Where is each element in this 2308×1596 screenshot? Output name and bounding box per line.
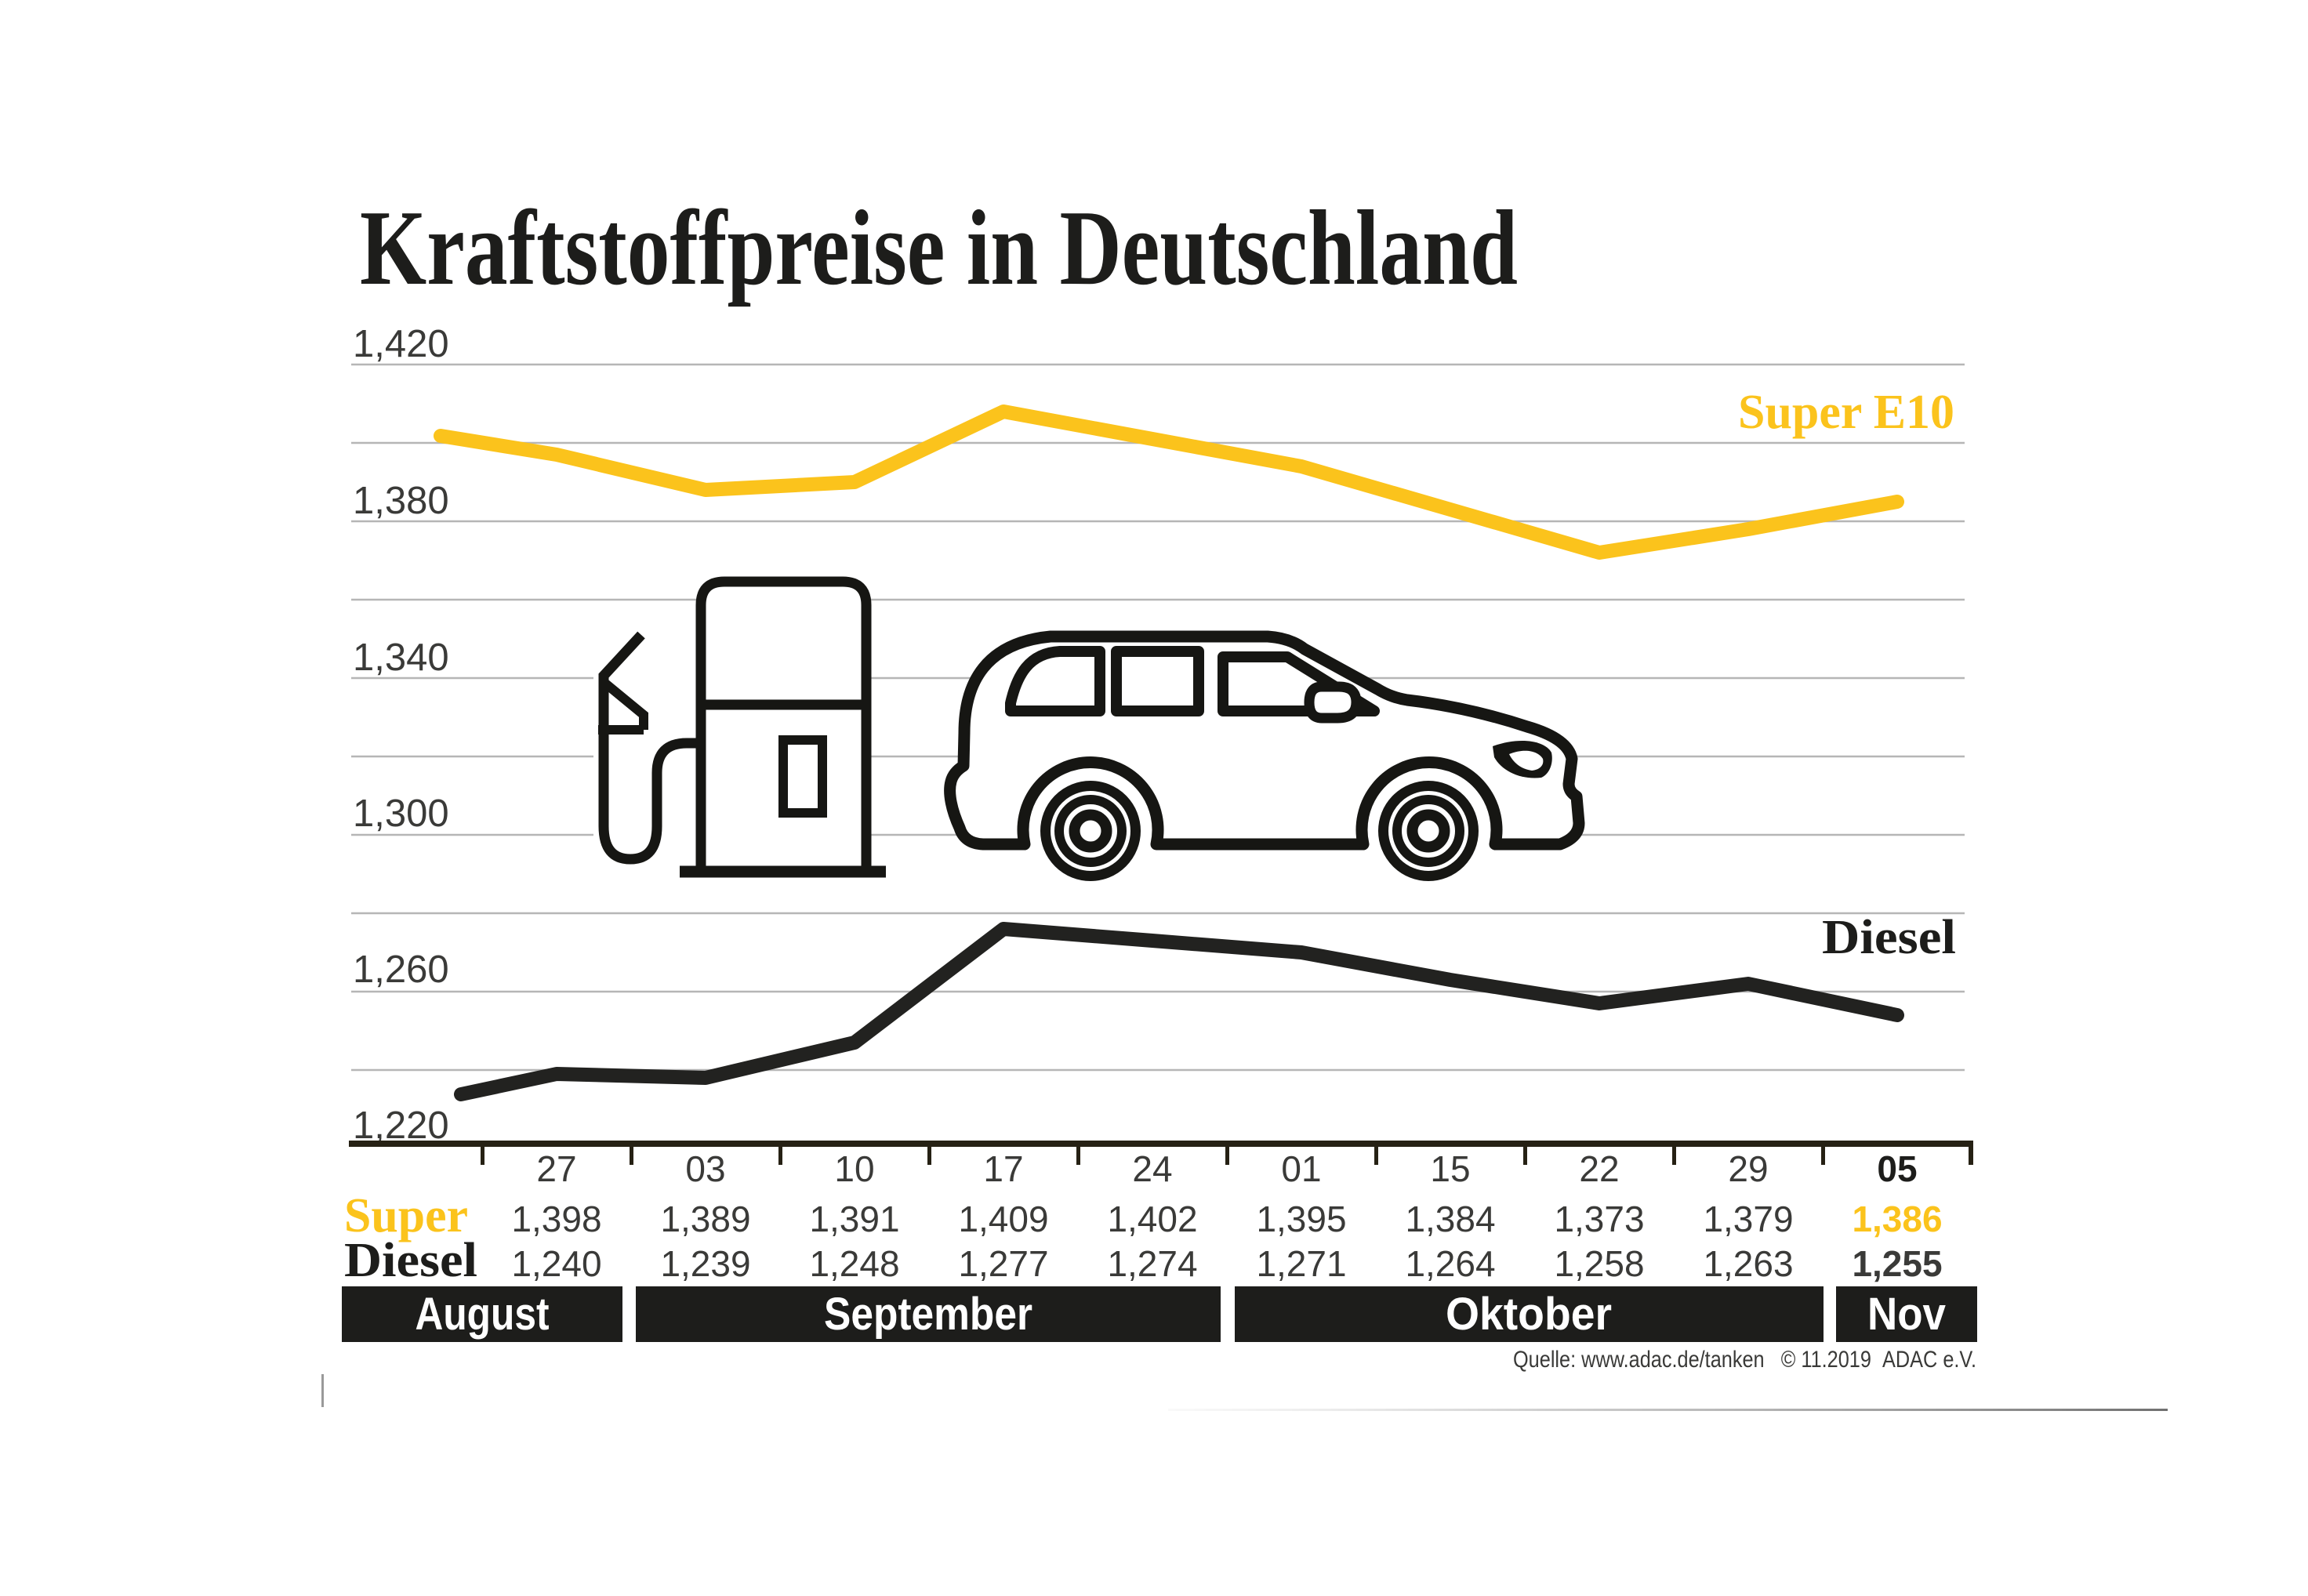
svg-text:Diesel: Diesel	[1822, 911, 1956, 964]
svg-text:1,260: 1,260	[353, 949, 449, 991]
svg-text:1,398: 1,398	[511, 1199, 601, 1239]
svg-text:1,386: 1,386	[1852, 1199, 1942, 1239]
svg-text:1,384: 1,384	[1405, 1199, 1495, 1239]
svg-text:15: 15	[1430, 1148, 1470, 1189]
svg-text:05: 05	[1877, 1148, 1917, 1189]
svg-text:Nov: Nov	[1867, 1289, 1946, 1340]
svg-text:17: 17	[983, 1148, 1023, 1189]
svg-text:Super E10: Super E10	[1738, 386, 1954, 439]
svg-text:Quelle: www.adac.de/tanken ©: Quelle: www.adac.de/tanken © 11.2019 ADA…	[1513, 1347, 1976, 1373]
svg-text:1,240: 1,240	[511, 1243, 601, 1284]
svg-text:1,373: 1,373	[1554, 1199, 1644, 1239]
svg-text:1,258: 1,258	[1554, 1243, 1644, 1284]
svg-text:03: 03	[685, 1148, 725, 1189]
svg-text:1,391: 1,391	[809, 1199, 899, 1239]
svg-text:1,274: 1,274	[1107, 1243, 1197, 1284]
svg-text:1,395: 1,395	[1256, 1199, 1346, 1239]
svg-text:Diesel: Diesel	[344, 1234, 477, 1287]
svg-text:01: 01	[1281, 1148, 1321, 1189]
svg-text:1,389: 1,389	[660, 1199, 750, 1239]
svg-text:Oktober: Oktober	[1446, 1289, 1612, 1340]
svg-text:1,300: 1,300	[353, 793, 449, 835]
svg-text:1,340: 1,340	[353, 637, 449, 679]
svg-text:1,271: 1,271	[1256, 1243, 1346, 1284]
svg-text:1,264: 1,264	[1405, 1243, 1495, 1284]
svg-text:1,379: 1,379	[1703, 1199, 1793, 1239]
svg-text:1,402: 1,402	[1107, 1199, 1197, 1239]
svg-text:1,380: 1,380	[353, 480, 449, 522]
svg-text:27: 27	[536, 1148, 576, 1189]
svg-text:1,239: 1,239	[660, 1243, 750, 1284]
svg-text:1,255: 1,255	[1852, 1243, 1942, 1284]
svg-text:22: 22	[1579, 1148, 1619, 1189]
svg-text:September: September	[824, 1289, 1032, 1340]
svg-text:24: 24	[1132, 1148, 1172, 1189]
svg-text:10: 10	[834, 1148, 874, 1189]
svg-text:29: 29	[1728, 1148, 1768, 1189]
svg-text:1,248: 1,248	[809, 1243, 899, 1284]
svg-text:Super: Super	[344, 1189, 468, 1242]
svg-text:Kraftstoffpreise in Deutschlan: Kraftstoffpreise in Deutschland	[360, 188, 1518, 307]
svg-text:1,263: 1,263	[1703, 1243, 1793, 1284]
svg-text:1,409: 1,409	[958, 1199, 1048, 1239]
svg-text:August: August	[416, 1289, 550, 1340]
svg-text:1,277: 1,277	[958, 1243, 1048, 1284]
svg-text:1,220: 1,220	[353, 1105, 449, 1147]
svg-text:1,420: 1,420	[353, 323, 449, 365]
